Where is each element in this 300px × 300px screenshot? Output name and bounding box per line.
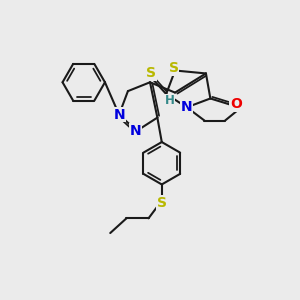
Text: S: S [146,66,157,80]
Text: N: N [130,124,141,138]
Text: O: O [230,98,242,111]
Text: N: N [181,100,193,114]
Text: N: N [113,108,125,122]
Text: S: S [169,61,178,75]
Text: S: S [157,196,167,210]
Text: H: H [165,94,175,107]
